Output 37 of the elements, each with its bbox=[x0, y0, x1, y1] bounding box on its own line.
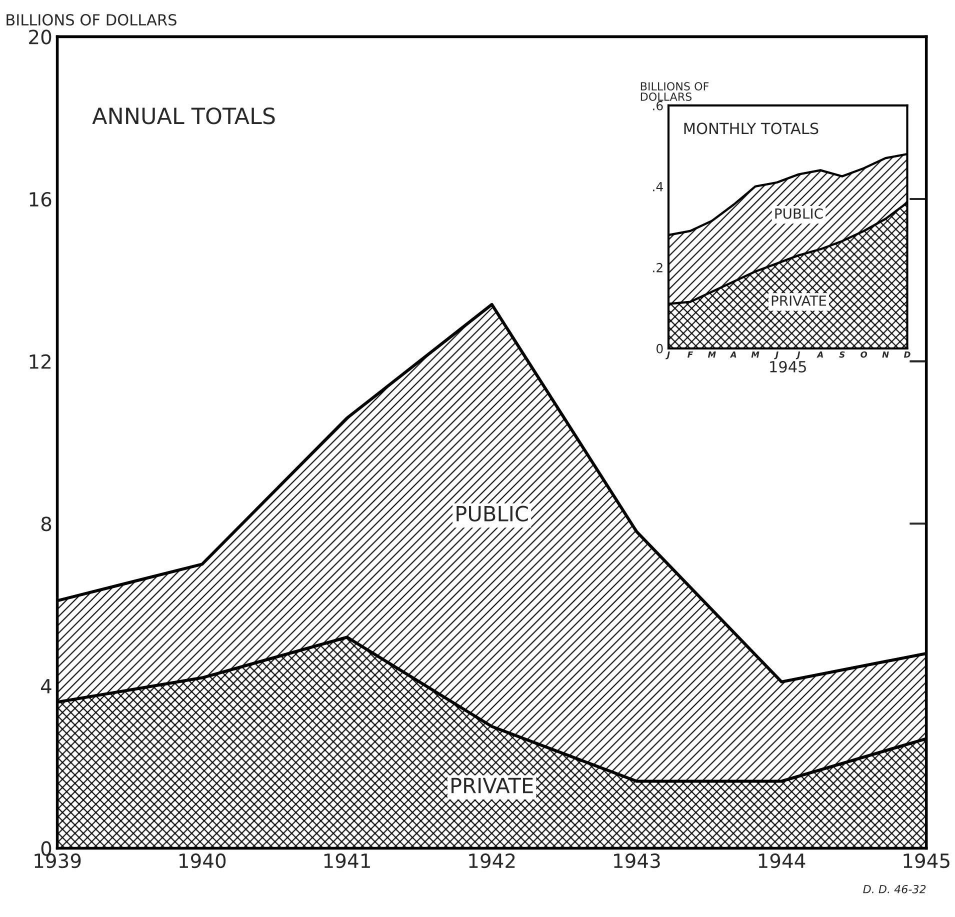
x-tick-label: 1942 bbox=[469, 853, 515, 868]
x-tick-label: 1940 bbox=[180, 853, 226, 868]
text: MONTHLY TOTALS bbox=[684, 122, 818, 134]
x-tick-label: 1941 bbox=[324, 853, 370, 868]
series-label: PUBLIC bbox=[775, 208, 823, 219]
x-tick-label: 1945 bbox=[904, 853, 950, 868]
x-tick-label: J bbox=[774, 351, 778, 360]
x-tick-label: F bbox=[688, 351, 693, 358]
x-tick-label: N bbox=[882, 351, 889, 358]
x-tick-label: M bbox=[708, 351, 716, 358]
y-tick-label: 20 bbox=[29, 30, 52, 44]
x-axis-title: 1945 bbox=[770, 360, 806, 373]
series-label: PUBLIC bbox=[456, 506, 528, 522]
series-label: PRIVATE bbox=[772, 296, 826, 306]
x-tick-label: M bbox=[751, 351, 760, 358]
x-tick-label: S bbox=[839, 351, 845, 358]
y-tick-label: 4 bbox=[41, 679, 52, 694]
x-tick-label: A bbox=[816, 351, 823, 358]
y-tick-label: 16 bbox=[30, 192, 52, 207]
x-tick-label: O bbox=[860, 351, 868, 358]
y-tick-label: 12 bbox=[30, 354, 50, 369]
series-label: PRIVATE bbox=[452, 778, 533, 794]
y-axis-title: BILLIONS OF DOLLARS bbox=[640, 82, 709, 101]
x-tick-label: D bbox=[904, 351, 910, 358]
y-tick-label: .4 bbox=[653, 182, 663, 192]
x-tick-label: J bbox=[796, 351, 800, 360]
x-tick-label: 1944 bbox=[758, 853, 806, 868]
x-tick-label: J bbox=[666, 351, 670, 360]
y-axis-title: BILLIONS OF DOLLARS bbox=[6, 14, 176, 26]
y-tick-label: 0 bbox=[656, 344, 663, 354]
text: D. D. 46-32 bbox=[863, 884, 926, 894]
text: ANNUAL TOTALS bbox=[92, 107, 275, 124]
x-tick-label: 1943 bbox=[614, 853, 660, 868]
y-tick-label: .2 bbox=[653, 262, 662, 272]
y-tick-label: 8 bbox=[41, 516, 52, 532]
y-tick-label: .6 bbox=[653, 100, 663, 110]
x-tick-label: A bbox=[730, 351, 736, 358]
